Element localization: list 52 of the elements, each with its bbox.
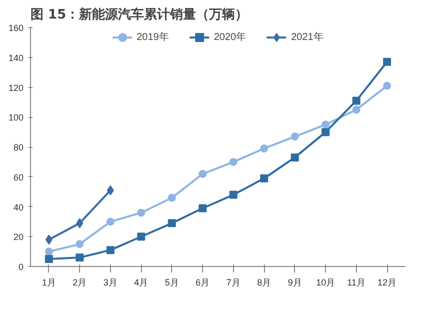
point: [198, 170, 207, 178]
x-tick-label: 5月: [164, 278, 179, 288]
y-tick-label: 140: [8, 52, 24, 63]
x-tick-label: 4月: [134, 278, 148, 288]
legend-label: 2019年: [136, 31, 169, 44]
point: [137, 232, 146, 241]
point: [76, 254, 84, 262]
point: [260, 174, 268, 182]
y-tick-label: 60: [13, 172, 24, 182]
point: [106, 246, 114, 254]
x-tick-label: 11月: [347, 278, 366, 288]
point: [106, 185, 114, 196]
point: [290, 153, 299, 162]
x-tick-label: 12月: [378, 278, 397, 288]
point: [260, 144, 268, 152]
x-tick-label: 7月: [226, 278, 240, 288]
point: [198, 204, 207, 212]
x-tick-label: 6月: [196, 278, 210, 288]
point: [44, 255, 53, 264]
y-tick-label: 20: [13, 232, 24, 242]
x-tick-label: 2月: [72, 278, 87, 288]
x-tick-label: 3月: [103, 278, 118, 288]
point: [383, 58, 392, 66]
point: [76, 218, 84, 228]
point: [229, 190, 238, 199]
point: [322, 128, 330, 136]
point: [383, 82, 392, 90]
x-tick-label: 8月: [257, 278, 272, 288]
point: [322, 120, 330, 129]
point: [352, 106, 360, 114]
point: [290, 132, 299, 141]
y-tick-label: 80: [13, 142, 24, 152]
point: [137, 208, 146, 217]
y-tick-label: 120: [8, 82, 24, 93]
chart-title: 图 15：新能源汽车累计销量（万辆）: [30, 6, 248, 22]
x-tick-label: 1月: [42, 278, 56, 288]
y-tick-label: 100: [8, 112, 24, 123]
point: [76, 240, 84, 248]
x-tick-label: 10月: [316, 278, 336, 288]
y-tick-label: 0: [18, 262, 24, 272]
point: [168, 194, 176, 202]
point: [45, 234, 52, 245]
point: [106, 218, 114, 226]
y-tick-label: 160: [8, 23, 24, 33]
point: [168, 219, 176, 228]
legend-label: 2021年: [291, 31, 324, 44]
legend-label: 2020年: [214, 31, 246, 44]
x-tick-label: 9月: [288, 278, 302, 288]
point: [352, 96, 360, 105]
y-tick-label: 40: [13, 202, 24, 212]
point: [229, 158, 238, 166]
point: [44, 248, 53, 256]
